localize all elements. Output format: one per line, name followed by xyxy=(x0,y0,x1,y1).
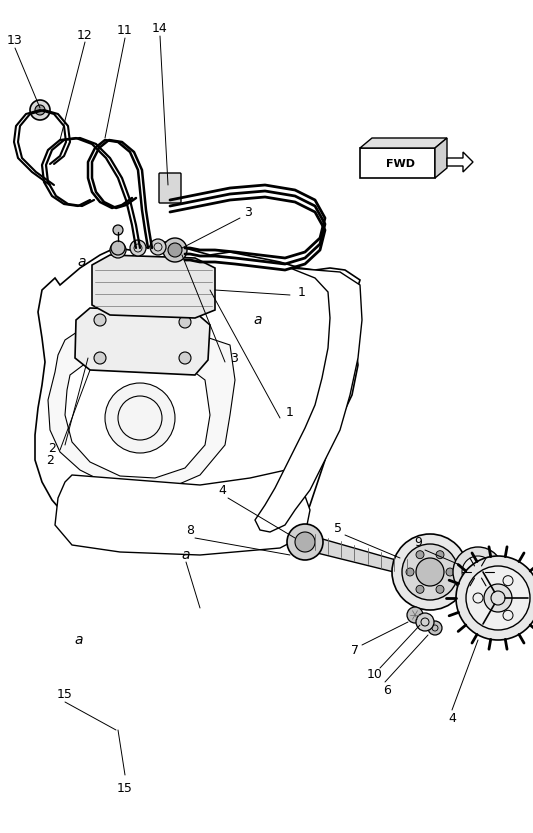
FancyBboxPatch shape xyxy=(159,173,181,203)
Text: 11: 11 xyxy=(117,23,133,37)
Circle shape xyxy=(466,566,530,630)
Circle shape xyxy=(163,238,187,262)
Polygon shape xyxy=(92,255,215,318)
Circle shape xyxy=(453,547,503,597)
Text: 6: 6 xyxy=(383,684,391,696)
Circle shape xyxy=(436,586,444,593)
Circle shape xyxy=(287,524,323,560)
Polygon shape xyxy=(75,308,210,375)
Polygon shape xyxy=(360,138,447,148)
Polygon shape xyxy=(55,468,310,555)
Circle shape xyxy=(428,621,442,635)
Circle shape xyxy=(436,551,444,559)
Circle shape xyxy=(168,243,182,257)
Circle shape xyxy=(113,225,123,235)
Circle shape xyxy=(416,551,424,559)
Circle shape xyxy=(105,383,175,453)
Text: 2: 2 xyxy=(46,453,54,466)
Text: 5: 5 xyxy=(334,521,342,535)
Text: 7: 7 xyxy=(351,644,359,656)
Text: a: a xyxy=(75,633,83,647)
Text: 4: 4 xyxy=(218,483,226,496)
Circle shape xyxy=(407,607,423,623)
Circle shape xyxy=(179,316,191,328)
Circle shape xyxy=(179,352,191,364)
Circle shape xyxy=(35,105,45,115)
Text: 2: 2 xyxy=(48,441,56,455)
Text: 8: 8 xyxy=(186,523,194,536)
Circle shape xyxy=(456,556,533,640)
Text: a: a xyxy=(182,548,190,562)
Circle shape xyxy=(392,534,468,610)
Text: 13: 13 xyxy=(7,33,23,47)
Polygon shape xyxy=(447,152,473,172)
Circle shape xyxy=(110,242,126,258)
Circle shape xyxy=(150,239,166,255)
Circle shape xyxy=(416,586,424,593)
Text: 15: 15 xyxy=(117,781,133,795)
Text: a: a xyxy=(78,255,86,269)
Text: FWD: FWD xyxy=(386,159,415,169)
Text: 15: 15 xyxy=(57,689,73,701)
Polygon shape xyxy=(48,330,235,492)
Circle shape xyxy=(295,532,315,552)
Text: 10: 10 xyxy=(367,669,383,681)
Polygon shape xyxy=(255,268,362,532)
Text: a: a xyxy=(254,313,262,327)
Circle shape xyxy=(416,613,434,631)
Text: 12: 12 xyxy=(77,28,93,42)
Text: 9: 9 xyxy=(414,536,422,550)
Circle shape xyxy=(111,241,125,255)
Text: 4: 4 xyxy=(448,711,456,725)
Polygon shape xyxy=(435,138,447,178)
Text: 3: 3 xyxy=(230,352,238,365)
Text: 1: 1 xyxy=(298,286,306,298)
Polygon shape xyxy=(360,148,435,178)
Polygon shape xyxy=(65,360,210,478)
Text: 14: 14 xyxy=(152,22,168,34)
Text: 3: 3 xyxy=(244,206,252,218)
Circle shape xyxy=(416,558,444,586)
Circle shape xyxy=(406,568,414,576)
Circle shape xyxy=(30,100,50,120)
Circle shape xyxy=(94,314,106,326)
Circle shape xyxy=(484,584,512,612)
Circle shape xyxy=(402,544,458,600)
Circle shape xyxy=(94,352,106,364)
Circle shape xyxy=(130,240,146,256)
Polygon shape xyxy=(305,534,410,576)
Circle shape xyxy=(462,556,494,588)
Polygon shape xyxy=(35,242,360,548)
Circle shape xyxy=(446,568,454,576)
Text: 1: 1 xyxy=(286,406,294,418)
